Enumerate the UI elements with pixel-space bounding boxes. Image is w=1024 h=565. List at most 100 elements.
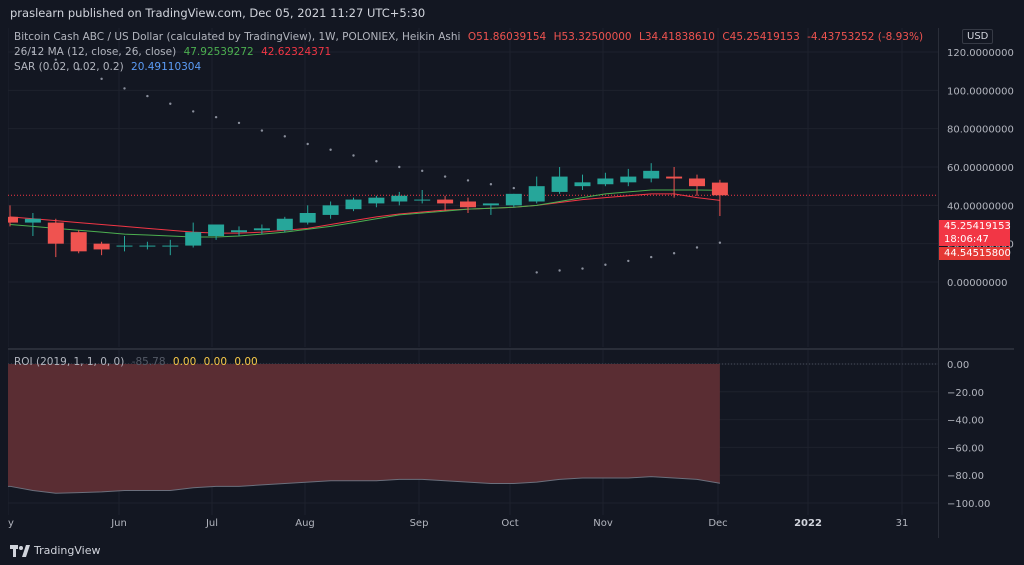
- roi-line: [8, 476, 720, 494]
- sar-dot: [260, 129, 264, 132]
- pane-separator[interactable]: [8, 348, 1014, 350]
- sar-dot: [535, 271, 538, 274]
- time-tick-label: Aug: [295, 518, 315, 529]
- ma-price-tag: 44.54515800: [939, 247, 1011, 260]
- sar-dot: [77, 68, 80, 71]
- price-axis-border: [938, 28, 939, 538]
- candle-body: [93, 243, 110, 250]
- ma-label: 26/12 MA (12, close, 26, close): [14, 46, 177, 58]
- currency-badge[interactable]: USD: [962, 29, 994, 44]
- candle-body: [505, 193, 522, 206]
- sar-dot: [672, 252, 676, 255]
- candle-body: [711, 182, 728, 196]
- candle-body: [551, 176, 568, 192]
- roi-label: ROI (2019, 1, 1, 0, 0): [14, 356, 125, 368]
- roi-value-3: 0.00: [234, 356, 258, 368]
- price-tick-label: 60.00000000: [947, 163, 1014, 174]
- sar-dot: [604, 263, 607, 266]
- sar-dot: [329, 148, 332, 151]
- price-tick-label: 80.00000000: [947, 125, 1014, 136]
- candle-body: [666, 176, 683, 179]
- sar-dot: [627, 259, 630, 263]
- symbol-legend[interactable]: Bitcoin Cash ABC / US Dollar (calculated…: [14, 31, 927, 43]
- sar-dot: [718, 241, 722, 244]
- candle-body: [276, 218, 293, 231]
- sar-dot: [237, 121, 241, 125]
- tradingview-logo-text: TradingView: [34, 544, 101, 557]
- sar-label: SAR (0.02, 0.02, 0.2): [14, 61, 124, 73]
- time-tick-label: y: [8, 518, 14, 529]
- price-axis[interactable]: 120.00000000 100.00000000 80.00000000 60.00…: [939, 28, 1014, 347]
- roi-tick-label: −80.00: [947, 471, 984, 482]
- candle-body: [597, 178, 614, 185]
- sar-dot: [421, 169, 424, 173]
- candle-body: [116, 245, 133, 247]
- sar-dot: [214, 115, 218, 119]
- candle-body: [185, 232, 202, 246]
- candle-body: [482, 203, 499, 206]
- ma-fast-line: [9, 189, 720, 238]
- sar-dot: [306, 142, 309, 146]
- time-tick-label: 2022: [794, 518, 822, 529]
- ohlc-open: O51.86039154: [467, 31, 547, 43]
- candle-body: [253, 228, 270, 231]
- sar-legend[interactable]: SAR (0.02, 0.02, 0.2) 20.49110304: [14, 61, 205, 73]
- roi-axis[interactable]: 0.00 −20.00 −40.00 −60.00 −80.00 −100.00: [939, 350, 1014, 515]
- sar-dot: [123, 87, 126, 90]
- roi-legend[interactable]: ROI (2019, 1, 1, 0, 0) -85.78 0.00 0.00 …: [14, 356, 262, 368]
- sar-value: 20.49110304: [131, 61, 202, 73]
- sar-dot: [54, 58, 57, 61]
- sar-dot: [100, 77, 103, 81]
- sar-dot: [581, 267, 584, 270]
- sar-dot: [31, 50, 35, 54]
- sar-dot: [512, 186, 515, 190]
- candle-body: [460, 201, 476, 208]
- roi-tick-label: −60.00: [947, 443, 984, 454]
- candle-body: [528, 186, 545, 202]
- roi-tick-label: −20.00: [947, 388, 984, 399]
- sar-dot: [192, 110, 195, 113]
- sar-dot: [695, 246, 699, 249]
- ohlc-close: C45.25419153: [722, 31, 800, 43]
- sar-dot: [398, 165, 401, 169]
- sar-dot: [169, 102, 172, 105]
- candle-body: [299, 213, 316, 223]
- candle-body: [391, 195, 408, 202]
- sar-dot: [352, 154, 355, 157]
- sar-dot: [146, 94, 149, 98]
- candle-body: [231, 230, 247, 233]
- price-pane[interactable]: [8, 28, 938, 347]
- sar-dot: [489, 183, 493, 186]
- candle-body: [574, 182, 591, 187]
- time-tick-label: Oct: [501, 518, 518, 529]
- price-tick-label: 100.00000000: [947, 86, 1014, 97]
- candle-body: [414, 199, 431, 201]
- ma-legend[interactable]: 26/12 MA (12, close, 26, close) 47.92539…: [14, 46, 335, 58]
- publish-header: praslearn published on TradingView.com, …: [10, 6, 426, 20]
- ma-fast-value: 47.92539272: [183, 46, 254, 58]
- symbol-description: Bitcoin Cash ABC / US Dollar (calculated…: [14, 31, 461, 43]
- sar-dot: [650, 255, 653, 259]
- tradingview-logo[interactable]: TradingView: [10, 544, 100, 557]
- ohlc-low: L34.41838610: [638, 31, 715, 43]
- candle-body: [643, 170, 660, 179]
- candle-body: [368, 197, 385, 204]
- candle-body: [322, 205, 339, 215]
- roi-pane[interactable]: [8, 350, 938, 515]
- time-axis[interactable]: y Jun Jul Aug Sep Oct Nov Dec 2022 31: [8, 515, 938, 537]
- ohlc-high: H53.32500000: [553, 31, 632, 43]
- countdown-tag: 18:06:47: [939, 233, 1010, 246]
- candle-body: [620, 176, 637, 183]
- sar-dot: [443, 175, 447, 178]
- time-tick-label: Jul: [205, 518, 218, 529]
- roi-area: [8, 364, 720, 494]
- roi-tick-label: −40.00: [947, 416, 984, 427]
- roi-tick-label: 0.00: [947, 360, 969, 371]
- sar-dot: [283, 135, 286, 138]
- candle-body: [437, 199, 454, 204]
- candle-body: [8, 216, 18, 223]
- roi-value-0: -85.78: [131, 356, 166, 368]
- price-tick-label: 40.00000000: [947, 201, 1014, 212]
- candle-body: [139, 245, 156, 247]
- time-tick-label: Dec: [708, 518, 727, 529]
